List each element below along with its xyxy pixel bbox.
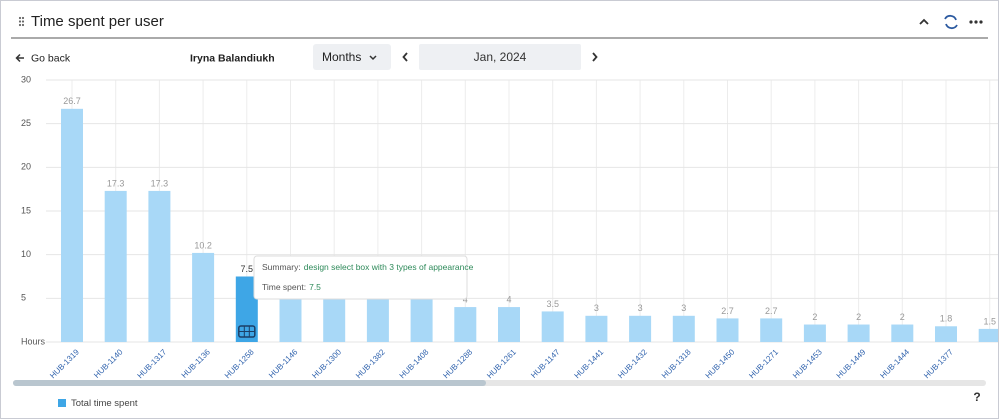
bar <box>585 315 608 342</box>
value-label: 3 <box>594 303 599 313</box>
collapse-icon[interactable] <box>919 18 929 25</box>
y-tick-label: Hours <box>21 336 46 346</box>
bar <box>803 324 826 342</box>
bar <box>410 298 433 342</box>
prev-button[interactable] <box>402 52 408 62</box>
value-label: 2.7 <box>765 306 778 316</box>
legend-label: Total time spent <box>71 398 138 409</box>
x-tick-label: HUB-1432 <box>616 347 649 380</box>
bar <box>454 307 477 342</box>
y-tick-label: 5 <box>21 293 26 303</box>
x-tick-label: HUB-1382 <box>354 347 387 380</box>
bar <box>104 190 127 342</box>
task-icon <box>238 325 256 338</box>
x-tick-label: HUB-1300 <box>310 347 343 380</box>
x-tick-label: HUB-1317 <box>136 347 169 380</box>
value-label: 2 <box>856 312 861 322</box>
bar <box>541 311 564 342</box>
x-tick-label: HUB-1377 <box>922 347 955 380</box>
bar <box>978 328 998 342</box>
refresh-icon[interactable] <box>944 14 958 30</box>
tooltip-summary-value: design select box with 3 types of appear… <box>304 262 474 272</box>
user-name: Iryna Balandiukh <box>190 52 275 64</box>
x-tick-label: HUB-1319 <box>48 347 81 380</box>
value-label: 17.3 <box>107 178 125 188</box>
select-chevron <box>369 55 377 61</box>
value-label: 3 <box>638 303 643 313</box>
drag-handle[interactable] <box>18 16 25 27</box>
x-tick-label: HUB-1441 <box>573 347 606 380</box>
x-tick-label: HUB-1288 <box>441 347 474 380</box>
value-label: 1.5 <box>983 316 996 326</box>
x-tick-label: HUB-1140 <box>92 347 125 380</box>
bar <box>935 326 957 342</box>
tooltip-box <box>253 255 468 300</box>
x-tick-label: HUB-1147 <box>529 347 562 380</box>
date-field[interactable] <box>419 44 581 70</box>
tooltip-time: Time spent: 7.5 <box>262 282 321 292</box>
bar <box>760 318 783 342</box>
more-icon[interactable] <box>969 20 983 24</box>
back-button[interactable]: Go back <box>31 52 71 64</box>
value-label: 10.2 <box>194 240 212 250</box>
y-tick-label: 15 <box>21 205 31 215</box>
bar <box>366 293 389 342</box>
x-tick-label: HUB-1261 <box>485 347 518 380</box>
tooltip-summary: Summary: design select box with 3 types o… <box>262 262 474 272</box>
bar <box>148 190 171 342</box>
y-tick-label: 20 <box>21 162 31 172</box>
x-tick-label: HUB-1453 <box>791 347 824 380</box>
value-label: 3 <box>681 303 686 313</box>
x-tick-label: HUB-1444 <box>878 347 911 380</box>
value-label: 3.5 <box>546 299 559 309</box>
bar <box>61 108 83 342</box>
bar <box>716 318 739 342</box>
value-label: 7.5 <box>241 264 254 274</box>
x-tick-label: HUB-1136 <box>180 347 213 380</box>
widget-title: Time spent per user <box>31 13 164 30</box>
legend-swatch <box>58 399 66 407</box>
tooltip-time-label: Time spent: <box>262 282 306 292</box>
period-value: Months <box>322 50 361 64</box>
x-tick-label: HUB-1258 <box>223 347 256 380</box>
bar <box>891 324 914 342</box>
value-label: 2 <box>812 312 817 322</box>
date-value: Jan, 2024 <box>474 50 527 64</box>
x-tick-label: HUB-1146 <box>267 347 300 380</box>
y-tick-label: 10 <box>21 249 31 259</box>
x-tick-label: HUB-1449 <box>835 347 868 380</box>
scrollbar-thumb[interactable] <box>13 380 486 386</box>
tooltip: Summary: design select box with 3 types o… <box>253 255 474 300</box>
x-tick-label: HUB-1408 <box>398 347 431 380</box>
x-tick-label: HUB-1450 <box>704 347 737 380</box>
period-select[interactable] <box>313 44 391 70</box>
bar <box>192 252 215 342</box>
bar <box>847 324 870 342</box>
y-tick-label: 30 <box>21 74 31 84</box>
value-label: 4 <box>463 294 468 304</box>
bar <box>323 289 346 342</box>
x-tick-label: HUB-1318 <box>660 347 693 380</box>
y-tick-label: 25 <box>21 118 31 128</box>
value-label: 1.8 <box>940 314 953 324</box>
value-label: 4 <box>506 294 511 304</box>
back-arrow[interactable] <box>15 53 25 63</box>
value-label: 26.7 <box>63 96 81 106</box>
x-tick-label: HUB-1271 <box>747 347 780 380</box>
value-label: 17.3 <box>151 178 169 188</box>
help-icon[interactable]: ? <box>973 390 980 404</box>
bar <box>672 315 695 342</box>
tooltip-time-value: 7.5 <box>309 282 321 292</box>
value-label: 2 <box>900 312 905 322</box>
bar <box>629 315 652 342</box>
value-label: 2.7 <box>721 306 734 316</box>
tooltip-summary-label: Summary: <box>262 262 301 272</box>
next-button[interactable] <box>592 52 598 62</box>
bar <box>498 307 520 342</box>
